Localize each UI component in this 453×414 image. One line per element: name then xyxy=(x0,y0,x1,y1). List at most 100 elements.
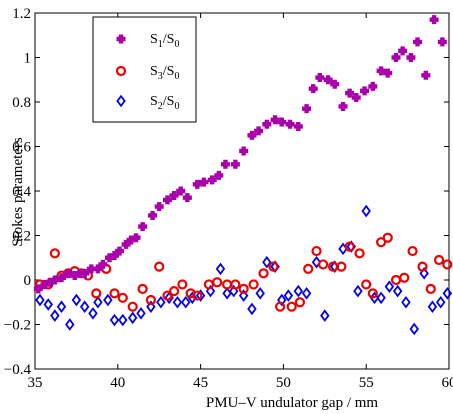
data-point xyxy=(192,179,202,189)
data-point xyxy=(136,307,146,320)
data-point xyxy=(361,204,371,218)
data-point xyxy=(258,268,269,279)
data-point xyxy=(182,193,192,203)
data-point xyxy=(222,287,232,300)
data-point xyxy=(407,245,418,257)
data-point xyxy=(71,293,82,307)
data-point xyxy=(137,283,148,294)
data-point xyxy=(376,66,386,76)
data-point xyxy=(361,279,372,290)
data-point xyxy=(406,53,416,62)
data-point xyxy=(315,73,325,83)
legend-marker-plus xyxy=(116,34,126,44)
data-point xyxy=(390,274,402,286)
data-point xyxy=(391,53,401,62)
data-point xyxy=(138,222,148,232)
data-point xyxy=(302,104,312,114)
legend-label-s3: S3/S0 xyxy=(150,64,179,82)
y-tick-label: −0.2 xyxy=(4,318,31,334)
data-point xyxy=(109,251,119,261)
data-point xyxy=(383,68,393,78)
data-point xyxy=(360,86,370,96)
data-point xyxy=(435,295,446,309)
data-point xyxy=(293,284,304,298)
data-point xyxy=(162,195,172,205)
data-point xyxy=(169,190,179,200)
data-point xyxy=(398,46,408,56)
legend-label-s1: S1/S0 xyxy=(150,32,179,50)
data-point xyxy=(429,15,439,25)
data-point xyxy=(344,241,355,252)
data-point xyxy=(50,275,60,285)
data-point xyxy=(156,295,166,309)
data-point xyxy=(442,259,453,270)
data-point xyxy=(70,271,80,281)
data-point xyxy=(207,175,217,185)
data-point xyxy=(367,288,378,299)
y-tick-label: −0.4 xyxy=(4,362,32,378)
data-point xyxy=(311,245,322,257)
data-point xyxy=(401,295,411,309)
data-point xyxy=(311,255,322,269)
x-tick-label: 60 xyxy=(442,375,453,391)
data-point xyxy=(63,268,73,278)
data-point xyxy=(117,292,128,303)
data-point xyxy=(214,170,224,180)
data-point xyxy=(109,288,120,299)
data-point xyxy=(195,289,206,302)
data-point xyxy=(238,283,249,294)
data-point xyxy=(91,288,102,299)
data-point xyxy=(351,93,361,103)
data-point xyxy=(230,279,241,290)
data-point xyxy=(421,70,431,80)
legend-box xyxy=(92,16,197,123)
data-point xyxy=(353,284,363,298)
data-point xyxy=(43,298,53,311)
data-points xyxy=(33,15,453,336)
y-tick-label: 0.4 xyxy=(12,184,31,200)
data-point xyxy=(437,37,447,47)
y-tick-label: 0 xyxy=(24,273,32,289)
x-tick-label: 45 xyxy=(193,375,208,391)
data-point xyxy=(93,264,103,274)
data-point xyxy=(270,115,280,125)
data-point xyxy=(109,313,120,327)
series-plus xyxy=(33,15,447,294)
x-tick-label: 55 xyxy=(359,375,374,391)
data-point xyxy=(286,301,297,312)
legend-label-s2: S2/S0 xyxy=(150,94,179,112)
x-tick-label: 40 xyxy=(110,375,125,391)
data-point xyxy=(118,313,128,327)
data-point xyxy=(105,253,115,263)
data-point xyxy=(180,295,191,309)
data-point xyxy=(86,264,96,274)
x-axis-label: PMU–V undulator gap / mm xyxy=(206,395,379,411)
data-point xyxy=(65,318,75,331)
data-point xyxy=(285,119,295,129)
data-point xyxy=(413,37,423,47)
y-tick-label: 0.8 xyxy=(12,95,31,111)
data-point xyxy=(35,293,45,307)
data-point xyxy=(294,297,306,308)
data-point xyxy=(145,294,157,306)
data-point xyxy=(131,233,141,243)
data-point xyxy=(215,262,226,276)
data-point xyxy=(49,248,60,259)
data-point xyxy=(323,75,333,85)
data-point xyxy=(330,79,340,89)
data-point xyxy=(345,88,355,98)
legend-marker-circle xyxy=(115,65,127,77)
legend-entry-s1: S1/S0 xyxy=(116,32,179,50)
data-point xyxy=(248,279,259,290)
data-point xyxy=(172,295,183,309)
data-point xyxy=(376,291,386,305)
y-tick-label: 1 xyxy=(24,51,32,67)
data-point xyxy=(303,263,314,274)
data-point xyxy=(79,300,90,313)
data-point xyxy=(212,277,223,288)
data-point xyxy=(239,146,249,156)
legend-marker-diamond xyxy=(116,94,126,108)
data-point xyxy=(419,267,429,280)
y-axis-label: Stokes parameters xyxy=(10,137,26,247)
